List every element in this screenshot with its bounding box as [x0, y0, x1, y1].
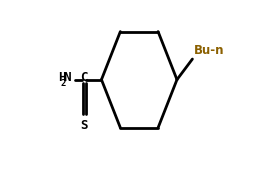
- Text: Bu-n: Bu-n: [194, 44, 225, 57]
- Text: S: S: [81, 119, 88, 132]
- Text: N: N: [64, 71, 71, 84]
- Text: H: H: [58, 71, 65, 84]
- Text: C: C: [81, 71, 88, 84]
- Text: 2: 2: [60, 79, 65, 88]
